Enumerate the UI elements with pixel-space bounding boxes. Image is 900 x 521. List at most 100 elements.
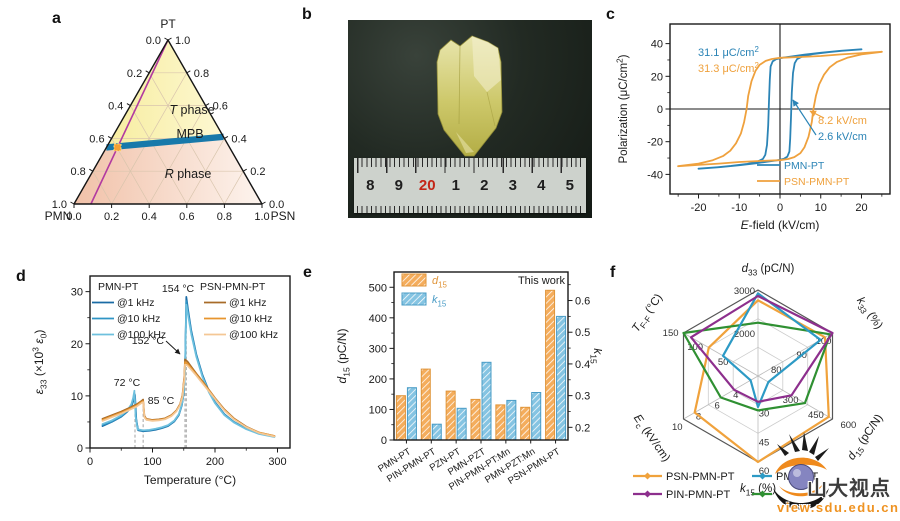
ruler-number: 4 (537, 177, 546, 194)
property-radar-chart: 2000300080901003004506003045604681050100… (630, 263, 886, 501)
bottom-axis-tick-label: 0.8 (217, 211, 232, 223)
left-axis-label: d15 (pC/N) (335, 329, 352, 384)
legend-label-k15: k15 (432, 294, 447, 308)
ruler-bottom-ticks (357, 206, 583, 213)
y-tick-label: 0 (657, 104, 663, 116)
right-axis-tick-label: 0.2 (250, 166, 265, 178)
legend-entry-label: @1 kHz (117, 297, 155, 309)
bottom-axis-tick-label: 0.4 (142, 211, 157, 223)
spoke (683, 332, 759, 377)
radar-legend-marker (758, 472, 767, 480)
panel-label-f: f (610, 264, 616, 281)
x-axis-label: E-field (kV/cm) (741, 218, 820, 232)
loop-PSN-PMN-PT (677, 50, 883, 168)
ruler-number: 8 (366, 177, 375, 194)
y-tick-label: 20 (71, 339, 83, 351)
ruler-number: 2 (480, 177, 489, 194)
left-axis-tick-label: 1.0 (52, 199, 67, 211)
eye-lower-swoosh (773, 488, 829, 510)
left-tick-label: 200 (369, 374, 387, 386)
coercive-annotation-orange: 8.2 kV/cm (818, 115, 867, 127)
corner-label-pt: PT (160, 17, 176, 31)
radar-tick-label: 80 (771, 365, 782, 376)
radar-legend-label: PIN-PMN-PT (666, 489, 730, 501)
remanent-annotation-blue: 31.1 μC/cm2 (698, 45, 759, 59)
radar-tick-label: 4 (733, 390, 738, 401)
arrow-blue (792, 99, 817, 136)
x-tick-label: 0 (87, 456, 93, 468)
x-tick-label: 200 (206, 456, 224, 468)
annotation-154c: 154 °C (162, 283, 195, 295)
left-tick-label: 400 (369, 313, 387, 325)
radar-axis-title-k15: k15 (%) (740, 483, 776, 497)
radar-series-PMN-PT (721, 292, 822, 409)
right-axis-tick-label: 0.4 (231, 133, 246, 145)
ruler-cm-ticks (357, 158, 583, 173)
legend-label-d15: d15 (432, 275, 448, 289)
left-axis-tick-label: 0.4 (108, 101, 123, 113)
radar-axis-title-tff: TF-F (°C) (630, 292, 667, 336)
bar-d15-PSN-PMN-PT (545, 289, 556, 441)
t-phase-label: T phase (169, 103, 214, 117)
ruler-numbers: 8 9 20 1 2 3 4 5 (356, 177, 584, 194)
crystal-facet-line2 (486, 91, 496, 127)
grid-line (148, 105, 206, 205)
panel-label-d: d (16, 268, 26, 285)
ruler-number: 1 (451, 177, 460, 194)
tick (261, 201, 266, 205)
tick (224, 135, 229, 139)
radar-tick-label: 300 (783, 395, 799, 406)
tick (145, 70, 150, 74)
panel-label-b: b (302, 6, 312, 23)
crystal-image (436, 35, 503, 157)
radar-tick-label: 30 (759, 408, 770, 419)
eye-upper-lid (775, 457, 827, 474)
right-tick-label: 0.5 (575, 327, 590, 339)
right-axis-tick-label: 0.8 (194, 68, 209, 80)
bar-d15-PIN-PMN-PT (420, 368, 431, 441)
radar-tick-label: 60 (759, 466, 770, 477)
annotation-85c: 85 °C (148, 395, 175, 407)
grid-line (224, 171, 244, 205)
left-tick-label: 300 (369, 343, 387, 355)
eye-lower-lid-orange (779, 484, 823, 497)
legend-group-title-psnpmnpt: PSN-PMN-PT (200, 281, 266, 293)
radar-tick-label: 150 (663, 328, 679, 339)
coercive-annotation-blue: 2.6 kV/cm (818, 131, 867, 143)
bar-k15-PMN-PT (406, 387, 417, 441)
right-axis-tick-label: 0.0 (269, 199, 284, 211)
legend-label-psnpmnpt: PSN-PMN-PT (784, 176, 850, 188)
legend-label-pmnpt: PMN-PT (784, 160, 825, 172)
watermark: 山大视点 view.sdu.edu.cn (735, 428, 900, 521)
radar-legend-marker (643, 472, 652, 480)
plot-frame (89, 275, 291, 449)
panel-label-c: c (606, 6, 615, 23)
legend-entry-label: @100 kHz (117, 329, 166, 341)
left-tick-label: 500 (369, 282, 387, 294)
tick (186, 70, 191, 74)
y-tick-label: 0 (77, 443, 83, 455)
right-axis-tick-label: 1.0 (175, 35, 190, 47)
crystal-tip-shine (456, 132, 474, 153)
bottom-axis-tick-label: 0.2 (104, 211, 119, 223)
tick (167, 37, 172, 41)
spoke (757, 375, 833, 420)
mpb-band (106, 133, 224, 151)
legend-swatch-d15 (401, 273, 427, 287)
right-tick-label: 0.6 (575, 296, 590, 308)
radar-axis-title-k33: k33 (%) (852, 295, 885, 333)
tick (242, 168, 247, 172)
grid-line (92, 171, 112, 205)
ruler-number: 5 (565, 177, 574, 194)
left-axis-tick-label: 0.6 (89, 133, 104, 145)
left-axis-tick-label: 0.0 (146, 35, 161, 47)
corner-label-psn: PSN (271, 209, 296, 223)
ruler-number: 3 (508, 177, 517, 194)
d15-k15-bar-chart: PMN-PTPIN-PMN-PTPZN-PTPMN-PZTPIN-PMN-PT:… (335, 271, 602, 493)
radar-tick-label: 45 (759, 438, 770, 449)
grid-line (130, 105, 188, 205)
radar-series-PIN-PMN-PT (689, 294, 834, 403)
right-tick-label: 0.4 (575, 359, 590, 371)
ruler: 8 9 20 1 2 3 4 5 (354, 158, 586, 213)
